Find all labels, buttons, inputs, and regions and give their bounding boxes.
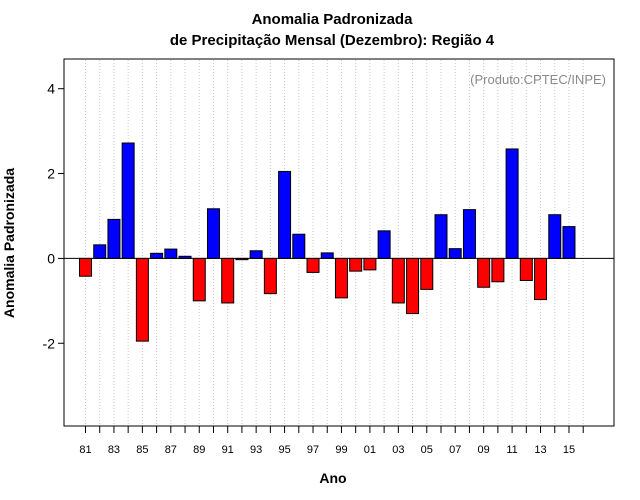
bar-2014 [548, 214, 562, 259]
x-tick-label: 95 [278, 444, 290, 456]
bar-2008 [462, 209, 476, 259]
bar-2002 [377, 230, 391, 259]
bar-1996 [292, 233, 306, 259]
bar-1993 [249, 250, 263, 259]
bar-2012 [519, 257, 533, 281]
y-tick-label: 0 [47, 250, 55, 266]
bar-2004 [406, 257, 420, 315]
x-tick-label: 09 [478, 444, 490, 456]
bar-1984 [121, 142, 135, 259]
x-tick-label: 83 [108, 444, 120, 456]
bar-2009 [477, 257, 491, 288]
y-axis-title: Anomalia Padronizada [1, 168, 17, 318]
bar-2013 [534, 257, 548, 301]
bar-1986 [150, 252, 164, 259]
bar-1985 [135, 257, 149, 342]
x-tick-label: 91 [222, 444, 234, 456]
bars [79, 142, 576, 342]
plot-frame [63, 58, 615, 427]
bar-1990 [206, 208, 220, 259]
bar-1995 [278, 170, 292, 259]
y-tick-label: 4 [47, 81, 55, 97]
y-tick-label: 2 [47, 166, 55, 182]
x-tick-label: 93 [250, 444, 262, 456]
bar-2015 [562, 226, 576, 259]
bar-1998 [320, 252, 334, 259]
chart-title-line1: Anomalia Padronizada [252, 11, 414, 28]
x-tick-label: 87 [165, 444, 177, 456]
x-tick-label: 15 [563, 444, 575, 456]
bar-2007 [448, 248, 462, 259]
x-ticks: 81 83 85 87 89 91 93 95 97 99 01 03 05 07 09 11 13 15 [79, 426, 584, 456]
bar-1987 [164, 248, 178, 259]
bar-1981 [79, 257, 92, 277]
x-tick-label: 85 [136, 444, 148, 456]
bar-1994 [263, 257, 277, 295]
bar-1982 [93, 244, 107, 259]
x-axis-title: Ano [319, 470, 346, 486]
chart-title-line2: de Precipitação Mensal (Dezembro): Regiã… [170, 32, 495, 49]
chart-annotation: (Produto:CPTEC/INPE) [470, 72, 606, 87]
bar-2001 [363, 257, 377, 271]
x-tick-label: 01 [364, 444, 376, 456]
grid-lines [85, 60, 584, 425]
bar-1997 [306, 257, 320, 273]
bar-1999 [334, 257, 348, 299]
x-tick-label: 99 [335, 444, 347, 456]
bar-2006 [434, 214, 448, 259]
bar-2005 [420, 257, 434, 290]
bar-1991 [221, 257, 235, 304]
bar-2000 [349, 257, 363, 272]
x-tick-label: 03 [392, 444, 404, 456]
bar-1983 [107, 218, 121, 259]
bar-1989 [192, 257, 206, 302]
y-tick-label: -2 [43, 335, 56, 351]
x-tick-label: 89 [193, 444, 205, 456]
x-tick-label: 81 [79, 444, 91, 456]
x-tick-label: 97 [307, 444, 319, 456]
bar-2011 [505, 148, 519, 259]
y-ticks: -2 0 2 4 [43, 81, 64, 351]
x-tick-label: 13 [534, 444, 546, 456]
x-tick-label: 07 [449, 444, 461, 456]
bar-2003 [391, 257, 405, 304]
x-tick-label: 05 [421, 444, 433, 456]
bar-2010 [491, 257, 505, 283]
x-tick-label: 11 [506, 444, 517, 456]
